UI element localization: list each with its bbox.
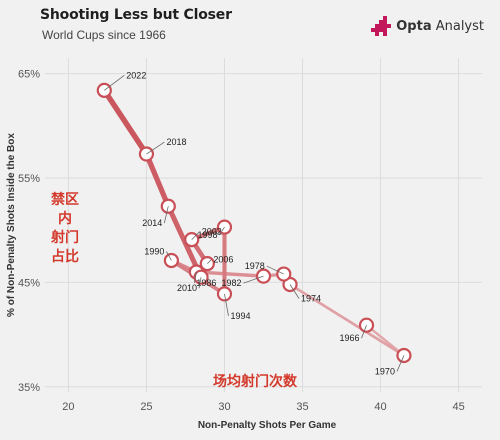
connector-line-2018-2022 bbox=[101, 87, 150, 157]
leader-1982 bbox=[243, 275, 264, 284]
data-label-1986: 1986 bbox=[196, 278, 216, 288]
x-tick-label: 20 bbox=[62, 401, 74, 413]
x-tick-label: 35 bbox=[296, 401, 308, 413]
leader-2014 bbox=[163, 206, 169, 224]
leader-1966 bbox=[361, 325, 367, 339]
x-tick-label: 45 bbox=[452, 401, 464, 413]
data-label-1978: 1978 bbox=[245, 261, 265, 271]
data-label-1994: 1994 bbox=[230, 311, 250, 321]
connector-line-1970-1974 bbox=[288, 283, 406, 357]
leader-2010 bbox=[198, 277, 202, 289]
data-label-1982: 1982 bbox=[221, 278, 241, 288]
x-axis-chinese-annotation: 场均射门次数 bbox=[213, 374, 297, 390]
data-label-2002: 2002 bbox=[202, 227, 222, 237]
data-label-2010: 2010 bbox=[177, 283, 197, 293]
connector-line-1982-1986 bbox=[194, 270, 266, 278]
x-tick-label: 30 bbox=[218, 401, 230, 413]
data-label-2014: 2014 bbox=[142, 218, 162, 228]
y-axis-chinese-annotation: 禁区 内 射门 占比 bbox=[51, 192, 79, 265]
y-tick-label: 45% bbox=[18, 277, 40, 289]
data-label-2018: 2018 bbox=[166, 137, 186, 147]
leader-1978 bbox=[266, 265, 284, 275]
brand-name: Opta Analyst bbox=[396, 19, 484, 34]
data-label-1998: 1998 bbox=[197, 230, 217, 240]
leader-2018 bbox=[146, 141, 165, 155]
brand: Opta Analyst bbox=[371, 16, 484, 36]
data-label-1990: 1990 bbox=[144, 246, 164, 256]
leader-2002 bbox=[191, 231, 200, 240]
opta-analyst-logo-icon bbox=[371, 16, 392, 36]
chart-subtitle: World Cups since 1966 bbox=[42, 28, 166, 42]
y-tick-label: 35% bbox=[18, 382, 40, 394]
x-tick-label: 40 bbox=[374, 401, 386, 413]
x-axis-title: Non-Penalty Shots Per Game bbox=[198, 420, 337, 431]
data-label-1966: 1966 bbox=[339, 333, 359, 343]
leader-1994 bbox=[224, 293, 229, 316]
chart-title: Shooting Less but Closer bbox=[40, 7, 232, 23]
y-tick-label: 55% bbox=[18, 173, 40, 185]
leader-1970 bbox=[396, 355, 405, 372]
leader-1998 bbox=[219, 226, 225, 236]
brand-rest: Analyst bbox=[431, 18, 484, 34]
x-tick-label: 25 bbox=[140, 401, 152, 413]
data-label-2006: 2006 bbox=[213, 255, 233, 265]
data-label-2022: 2022 bbox=[126, 70, 146, 80]
y-axis-title: % of Non-Penalty Shots Inside the Box bbox=[6, 133, 17, 317]
connector-line-2014-2018 bbox=[143, 151, 171, 209]
y-tick-label: 65% bbox=[18, 69, 40, 81]
data-label-1974: 1974 bbox=[301, 293, 321, 303]
leader-1974 bbox=[289, 284, 300, 299]
leader-2022 bbox=[104, 75, 125, 91]
leader-1986 bbox=[193, 271, 197, 284]
leader-2006 bbox=[207, 259, 212, 264]
brand-bold: Opta bbox=[396, 18, 432, 34]
leader-1990 bbox=[166, 251, 172, 261]
data-label-1970: 1970 bbox=[375, 366, 395, 376]
